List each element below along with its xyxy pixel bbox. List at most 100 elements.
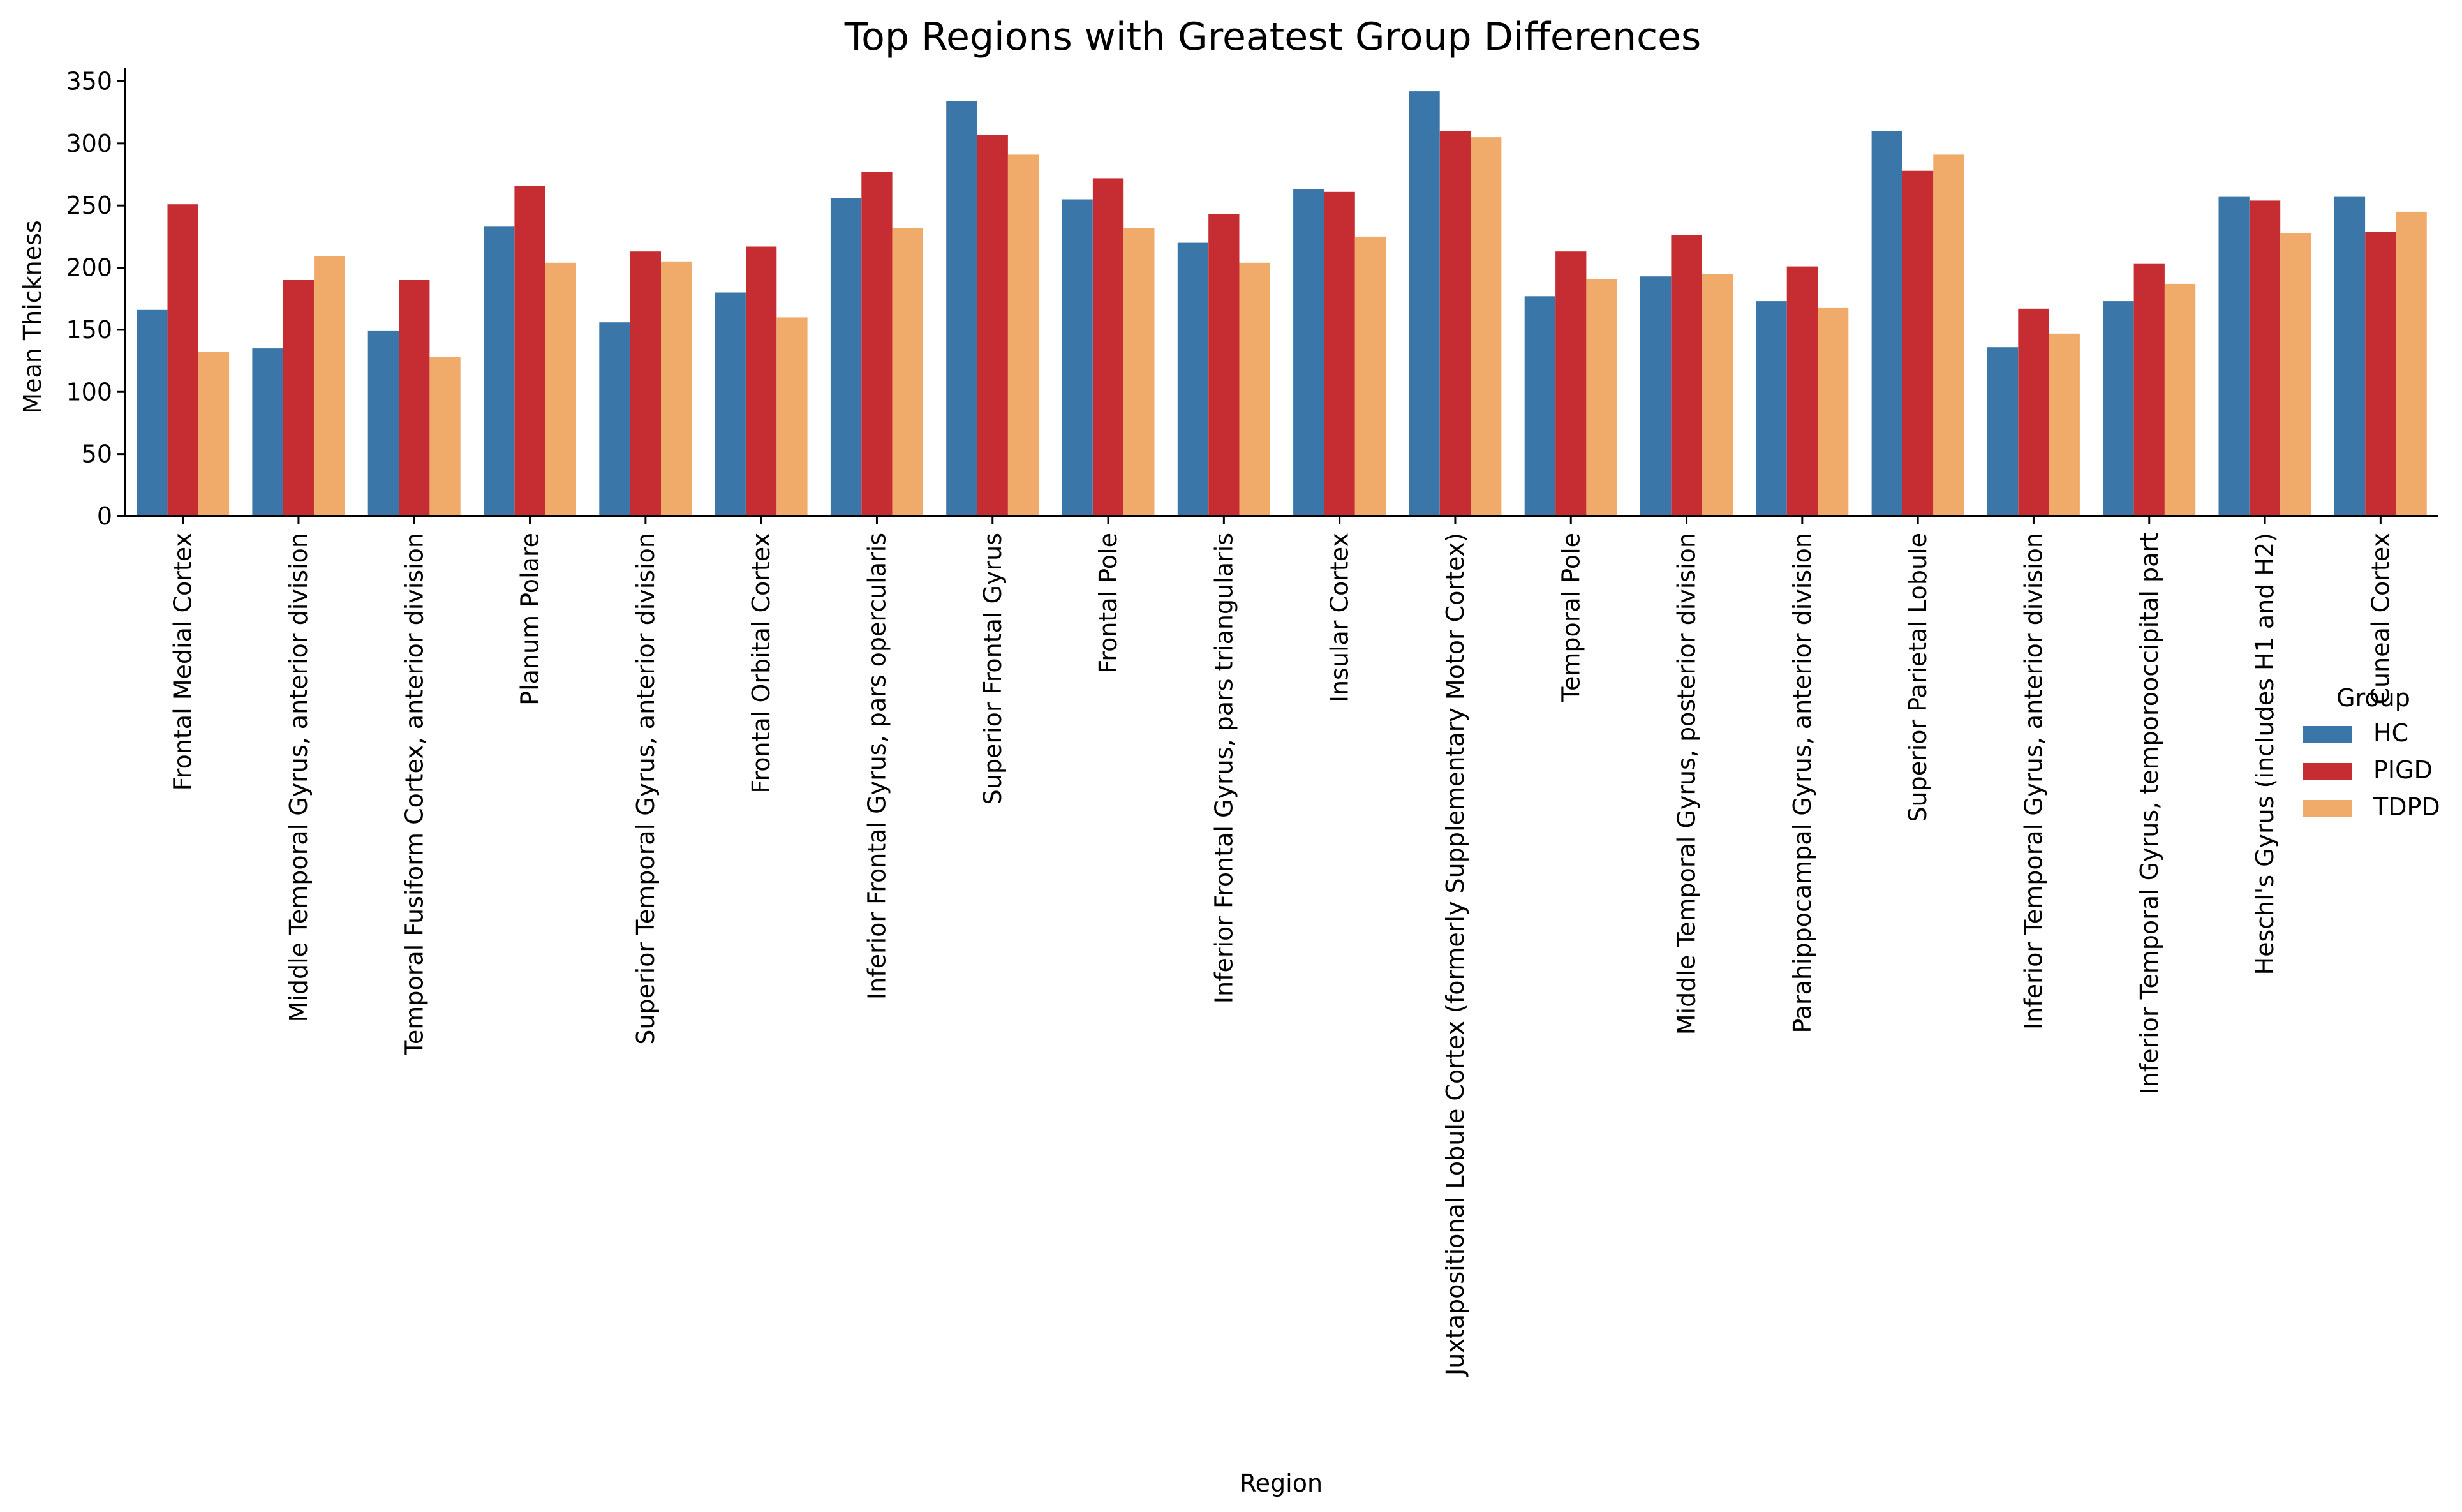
x-axis-label: Region: [1240, 1469, 1323, 1497]
bar-tdpd-0: [198, 352, 230, 516]
legend-label-hc: HC: [2373, 719, 2408, 747]
x-tick-label: Frontal Medial Cortex: [169, 533, 197, 790]
bar-pigd-2: [399, 280, 430, 516]
bar-hc-8: [1062, 199, 1093, 516]
bar-pigd-15: [1902, 170, 1934, 516]
bar-pigd-8: [1092, 178, 1124, 516]
bar-pigd-19: [2365, 232, 2396, 516]
x-tick-label: Frontal Pole: [1094, 533, 1122, 674]
bar-tdpd-13: [1702, 274, 1733, 516]
y-tick-label: 200: [66, 254, 112, 282]
y-tick-label: 250: [66, 191, 112, 219]
x-tick-label: Inferior Temporal Gyrus, anterior divisi…: [2020, 533, 2048, 1030]
x-tick-label: Insular Cortex: [1326, 533, 1354, 702]
bar-hc-15: [1871, 131, 1902, 516]
bar-tdpd-14: [1818, 307, 1849, 516]
y-tick-label: 300: [66, 130, 112, 158]
x-tick-label: Heschl's Gyrus (includes H1 and H2): [2251, 533, 2279, 975]
bar-hc-18: [2218, 196, 2250, 516]
bar-hc-13: [1640, 276, 1672, 516]
x-tick-label: Parahippocampal Gyrus, anterior division: [1788, 533, 1816, 1034]
bar-tdpd-15: [1933, 154, 1964, 516]
bar-hc-4: [599, 322, 630, 516]
bar-tdpd-8: [1123, 228, 1155, 516]
x-tick-label: Cuneal Cortex: [2366, 533, 2394, 705]
bar-hc-17: [2103, 301, 2134, 516]
x-tick-label: Inferior Temporal Gyrus, temporooccipita…: [2135, 533, 2163, 1095]
bar-hc-7: [946, 101, 977, 517]
bar-tdpd-10: [1354, 236, 1386, 516]
bar-pigd-17: [2133, 263, 2165, 516]
bar-hc-9: [1177, 242, 1209, 516]
bar-pigd-3: [514, 186, 545, 516]
x-tick-label: Temporal Pole: [1557, 533, 1585, 702]
bar-tdpd-16: [2049, 333, 2080, 516]
bar-tdpd-17: [2164, 283, 2196, 516]
bar-tdpd-19: [2396, 211, 2427, 516]
y-tick-label: 0: [97, 502, 112, 530]
bar-tdpd-4: [661, 261, 692, 516]
x-tick-label: Superior Parietal Lobule: [1904, 533, 1932, 822]
y-tick-label: 100: [66, 378, 112, 406]
bar-hc-12: [1524, 296, 1555, 516]
bar-hc-3: [484, 226, 515, 516]
x-axis: Frontal Medial Cortex Middle Temporal Gyr…: [125, 515, 2438, 1377]
legend: Group HC PIGD TDPD: [2303, 684, 2440, 821]
bar-hc-16: [1987, 347, 2019, 516]
bar-tdpd-1: [314, 256, 345, 516]
y-axis-label: Mean Thickness: [19, 220, 47, 413]
bar-pigd-11: [1439, 131, 1471, 516]
bar-hc-14: [1756, 301, 1787, 516]
bar-hc-5: [715, 292, 746, 516]
y-axis: 0 50 100 150 200 250 300 350: [66, 67, 126, 530]
x-tick-label: Middle Temporal Gyrus, anterior division: [285, 533, 313, 1022]
bar-pigd-13: [1671, 235, 1702, 516]
bar-tdpd-3: [545, 262, 576, 516]
bar-hc-10: [1293, 189, 1324, 516]
bar-tdpd-18: [2280, 233, 2311, 516]
x-tick-label: Inferior Frontal Gyrus, pars triangulari…: [1210, 533, 1238, 1004]
legend-title: Group: [2336, 684, 2410, 712]
bar-pigd-16: [2018, 308, 2049, 516]
bar-pigd-7: [977, 135, 1008, 516]
legend-label-pigd: PIGD: [2373, 756, 2433, 784]
bar-hc-0: [137, 309, 168, 516]
legend-label-tdpd: TDPD: [2373, 793, 2440, 821]
x-tick-label: Frontal Orbital Cortex: [747, 533, 775, 794]
chart-title: Top Regions with Greatest Group Differen…: [844, 15, 1702, 59]
bar-hc-6: [830, 198, 862, 516]
bar-tdpd-12: [1586, 279, 1617, 516]
x-tick-label: Superior Temporal Gyrus, anterior divisi…: [632, 533, 660, 1045]
x-tick-label: Middle Temporal Gyrus, posterior divisio…: [1673, 533, 1701, 1035]
legend-items: HC PIGD TDPD: [2303, 719, 2440, 821]
bars-layer: [137, 91, 2427, 517]
bar-pigd-5: [746, 246, 777, 516]
bar-pigd-6: [861, 172, 893, 517]
x-tick-label: Temporal Fusiform Cortex, anterior divis…: [400, 533, 428, 1056]
bar-tdpd-6: [892, 228, 923, 516]
y-tick-label: 50: [82, 440, 112, 468]
bar-hc-1: [252, 348, 283, 516]
bar-pigd-9: [1208, 214, 1240, 516]
y-tick-label: 350: [66, 67, 112, 95]
bar-hc-11: [1409, 91, 1440, 517]
x-tick-label: Planum Polare: [516, 533, 544, 706]
bar-tdpd-2: [429, 357, 461, 516]
bar-pigd-0: [167, 204, 198, 516]
bar-pigd-18: [2249, 200, 2281, 516]
y-tick-label: 150: [66, 316, 112, 344]
bar-pigd-12: [1555, 251, 1587, 516]
legend-swatch-hc: [2303, 726, 2352, 743]
x-tick-label: Superior Frontal Gyrus: [979, 533, 1007, 804]
bar-pigd-14: [1786, 266, 1818, 516]
x-tick-label: Inferior Frontal Gyrus, pars opercularis: [863, 533, 891, 1000]
bar-hc-2: [367, 330, 399, 516]
bar-pigd-4: [630, 251, 661, 516]
legend-swatch-tdpd: [2303, 800, 2352, 817]
bar-pigd-10: [1324, 191, 1355, 516]
x-tick-label: Juxtapositional Lobule Cortex (formerly …: [1441, 533, 1469, 1377]
bar-tdpd-9: [1239, 262, 1270, 516]
bar-tdpd-5: [776, 317, 808, 516]
bar-hc-19: [2334, 196, 2366, 516]
